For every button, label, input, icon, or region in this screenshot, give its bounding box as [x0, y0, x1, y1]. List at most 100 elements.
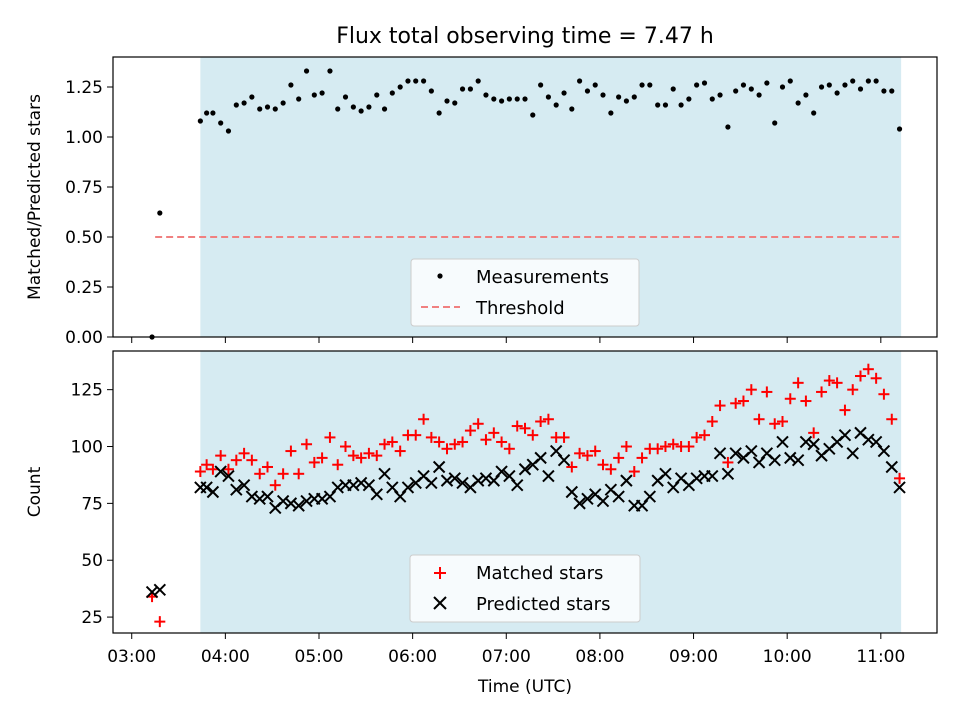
matched-star-point [691, 431, 703, 443]
predicted-star-point [877, 444, 891, 458]
measurement-point [467, 86, 474, 92]
predicted-star-point [153, 583, 167, 596]
matched-star-point [207, 463, 219, 475]
predicted-star-point [479, 472, 493, 485]
predicted-star-point [713, 447, 727, 460]
y-tick-label: 25 [81, 608, 103, 628]
predicted-star-point [518, 463, 532, 476]
matched-star-point [201, 459, 213, 471]
matched-star-point [472, 418, 484, 430]
matched-star-point [652, 443, 664, 455]
measurement-point [303, 68, 310, 74]
y-tick-label: 0.50 [65, 228, 103, 248]
measurement-point [623, 98, 630, 104]
matched-star-point [636, 452, 648, 464]
predicted-star-point [768, 453, 781, 467]
matched-star-point [854, 370, 866, 382]
predicted-star-point [471, 474, 485, 487]
predicted-star-point [145, 585, 159, 599]
matched-star-point [293, 468, 305, 480]
matched-star-point [527, 429, 539, 441]
matched-star-point [753, 413, 765, 425]
measurement-point [241, 100, 247, 106]
measurement-point [257, 106, 263, 112]
predicted-star-point [315, 492, 329, 506]
measurement-point [204, 110, 210, 116]
predicted-star-point [893, 481, 906, 494]
bottom-x-ticks: 03:00 04:00 05:00 06:00 07:00 08:00 09:00 10:00… [107, 633, 905, 667]
matched-star-point [285, 445, 297, 457]
predicted-star-point [791, 453, 805, 467]
predicted-star-point [776, 435, 789, 449]
measurement-point [584, 88, 591, 94]
matched-star-point [230, 454, 242, 466]
matched-star-point [269, 479, 281, 491]
x-tick-label: 06:00 [388, 647, 437, 667]
matched-star-point [745, 384, 757, 396]
matched-star-point [332, 459, 344, 471]
matched-star-point [496, 436, 508, 448]
measurement-point [545, 94, 552, 100]
measurement-point [826, 82, 832, 88]
measurement-point [233, 102, 239, 108]
measurement-point [694, 82, 700, 88]
top-y-axis-label: Matched/Predicted stars [25, 94, 45, 300]
matched-star-point [558, 431, 570, 443]
measurement-point [218, 120, 224, 126]
matched-star-point [878, 388, 890, 400]
measurement-point [264, 104, 271, 110]
measurement-point [296, 96, 302, 102]
measurement-point [686, 96, 692, 102]
predicted-star-point [401, 481, 415, 494]
measurement-point [374, 92, 380, 98]
predicted-star-point [721, 467, 735, 481]
matched-star-point [886, 413, 898, 425]
measurement-point [740, 82, 747, 88]
predicted-star-point [284, 497, 298, 510]
x-tick-label: 09:00 [669, 647, 718, 667]
bottom-y-axis-label: Count [25, 466, 45, 517]
matched-star-point [480, 434, 492, 446]
predicted-star-point [838, 428, 852, 442]
top-x-ticks [131, 337, 882, 343]
measurement-point [811, 110, 817, 116]
matched-star-point [566, 461, 578, 473]
measurement-point [491, 96, 497, 102]
measurement-point [842, 82, 848, 88]
matched-star-point [355, 452, 367, 464]
matched-star-point [301, 438, 313, 450]
predicted-star-point [581, 492, 594, 506]
predicted-star-point [440, 474, 454, 487]
measurement-point [389, 90, 395, 96]
matched-star-point [394, 445, 406, 457]
predicted-star-point [292, 499, 305, 512]
matched-star-point [784, 393, 796, 405]
legend-marker-predicted [433, 596, 447, 610]
predicted-star-point [862, 433, 875, 446]
measurement-point [444, 98, 450, 104]
measurement-point [733, 88, 739, 94]
top-axes-frame [112, 56, 938, 338]
measurement-point [530, 112, 536, 118]
measurement-point [795, 100, 801, 106]
predicted-star-point [222, 469, 235, 483]
measurement-point [748, 86, 754, 92]
predicted-star-point [511, 478, 524, 492]
measurement-point [600, 92, 606, 98]
measurement-point [319, 90, 325, 96]
measurement-point [288, 82, 294, 88]
y-tick-label: 50 [81, 551, 103, 571]
predicted-star-point [253, 492, 266, 506]
predicted-star-point [799, 435, 813, 449]
legend-label-measurements: Measurements [476, 267, 609, 288]
y-tick-label: 0.00 [65, 328, 103, 348]
measurement-points [149, 68, 903, 340]
predicted-star-point [300, 494, 313, 508]
legend-label-predicted: Predicted stars [476, 594, 610, 615]
legend-marker-measurements [437, 273, 443, 279]
predicted-star-point [557, 453, 571, 467]
measurement-point [197, 118, 203, 124]
measurement-point [311, 92, 317, 98]
measurement-point [498, 98, 505, 104]
matched-star-point [425, 431, 437, 443]
